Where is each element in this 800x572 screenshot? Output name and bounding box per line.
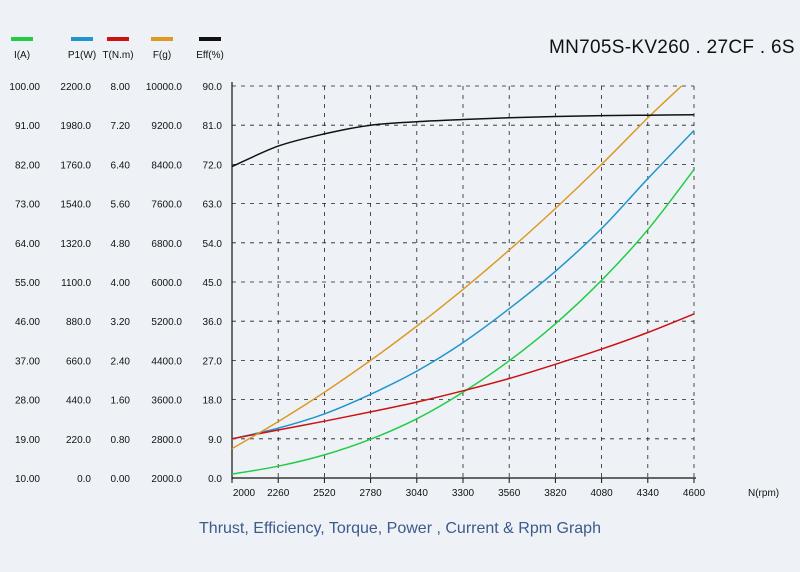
y-tick-label: 1760.0 xyxy=(60,160,91,171)
y-tick-label: 28.00 xyxy=(15,396,40,407)
y-tick-label: 4.00 xyxy=(111,278,131,289)
y-tick-label: 18.0 xyxy=(203,396,223,407)
chart-title: MN705S-KV260 . 27CF . 6S xyxy=(549,37,795,58)
grid xyxy=(232,85,695,478)
x-tick-label: 4600 xyxy=(683,488,706,499)
y-tick-label: 81.0 xyxy=(203,121,223,132)
y-tick-label: 660.0 xyxy=(66,356,91,367)
series-line xyxy=(231,169,695,475)
legend-swatch xyxy=(107,37,129,41)
y-tick-label: 6000.0 xyxy=(151,278,182,289)
y-tick-label: 37.00 xyxy=(15,356,40,367)
y-tick-label: 54.0 xyxy=(203,239,223,250)
y-tick-label: 4400.0 xyxy=(151,356,182,367)
y-tick-label: 10.00 xyxy=(15,474,40,485)
x-tick-label: 3300 xyxy=(452,488,475,499)
x-tick-label: 4340 xyxy=(637,488,660,499)
y-tick-label: 19.00 xyxy=(15,435,40,446)
legend-swatch xyxy=(199,37,221,41)
y-tick-label: 90.0 xyxy=(203,82,223,93)
y-tick-label: 9.0 xyxy=(208,435,222,446)
series-lines xyxy=(231,85,695,475)
y-tick-label: 4.80 xyxy=(111,239,131,250)
chart-caption: Thrust, Efficiency, Torque, Power , Curr… xyxy=(199,520,601,537)
y-tick-label: 1320.0 xyxy=(60,239,91,250)
y-tick-label: 0.0 xyxy=(77,474,91,485)
y-tick-label: 220.0 xyxy=(66,435,91,446)
legend-label: Eff(%) xyxy=(196,50,224,61)
x-tick-label: 4080 xyxy=(590,488,613,499)
series-line xyxy=(231,313,695,440)
y-tick-label: 82.00 xyxy=(15,160,40,171)
axes xyxy=(231,82,696,483)
y-tick-label: 2800.0 xyxy=(151,435,182,446)
legend-swatch xyxy=(11,37,33,41)
x-tick-label: 3560 xyxy=(498,488,521,499)
y-tick-label: 8.00 xyxy=(111,82,131,93)
y-tick-label: 0.80 xyxy=(111,435,131,446)
y-tick-label: 36.0 xyxy=(203,317,223,328)
y-tick-label: 0.00 xyxy=(111,474,131,485)
y-tick-label: 63.0 xyxy=(203,200,223,211)
y-tick-label: 3.20 xyxy=(111,317,131,328)
legend-label: T(N.m) xyxy=(102,50,133,61)
y-tick-label: 10000.0 xyxy=(146,82,183,93)
x-axis-label: N(rpm) xyxy=(748,488,779,499)
y-tick-label: 5.60 xyxy=(111,200,131,211)
x-tick-label: 2520 xyxy=(313,488,336,499)
y-tick-label: 100.00 xyxy=(9,82,40,93)
x-tick-label: 3040 xyxy=(406,488,429,499)
legend-label: F(g) xyxy=(153,50,171,61)
y-tick-label: 3600.0 xyxy=(151,396,182,407)
y-tick-label: 55.00 xyxy=(15,278,40,289)
y-tick-label: 7.20 xyxy=(111,121,131,132)
y-tick-labels: 100.00 91.00 82.00 73.00 64.00 55.00 46.00 37.0… xyxy=(9,82,222,485)
y-tick-label: 1100.0 xyxy=(61,278,91,289)
y-tick-label: 2000.0 xyxy=(151,474,182,485)
series-line xyxy=(231,85,683,450)
legend-label: P1(W) xyxy=(68,50,96,61)
legend-label: I(A) xyxy=(14,50,30,61)
legend: I(A) P1(W) T(N.m) F(g) Eff(%) xyxy=(11,37,224,61)
y-tick-label: 2.40 xyxy=(111,356,131,367)
y-tick-label: 7600.0 xyxy=(151,200,182,211)
y-tick-label: 27.0 xyxy=(203,356,223,367)
x-tick-label: 2780 xyxy=(359,488,382,499)
y-tick-label: 72.0 xyxy=(203,160,223,171)
y-tick-label: 880.0 xyxy=(66,317,91,328)
y-tick-label: 440.0 xyxy=(66,396,91,407)
legend-swatch xyxy=(71,37,93,41)
y-tick-label: 0.0 xyxy=(208,474,222,485)
x-tick-label: 2260 xyxy=(267,488,290,499)
y-tick-label: 91.00 xyxy=(15,121,40,132)
y-tick-label: 6800.0 xyxy=(151,239,182,250)
y-tick-label: 1540.0 xyxy=(60,200,91,211)
y-tick-label: 5200.0 xyxy=(151,317,182,328)
y-tick-label: 6.40 xyxy=(111,160,131,171)
x-tick-label: 2000 xyxy=(233,488,256,499)
x-tick-labels: 2000 2260 2520 2780 3040 3300 3560 3820 4080 4340… xyxy=(233,488,706,499)
y-tick-label: 73.00 xyxy=(15,200,40,211)
y-tick-label: 9200.0 xyxy=(151,121,182,132)
y-tick-label: 2200.0 xyxy=(60,82,91,93)
y-tick-label: 8400.0 xyxy=(151,160,182,171)
series-line xyxy=(231,113,695,168)
y-tick-label: 1.60 xyxy=(111,396,131,407)
y-tick-label: 1980.0 xyxy=(60,121,91,132)
y-tick-label: 45.0 xyxy=(203,278,223,289)
legend-swatch xyxy=(151,37,173,41)
y-tick-label: 46.00 xyxy=(15,317,40,328)
series-line xyxy=(231,129,695,440)
y-tick-label: 64.00 xyxy=(15,239,40,250)
x-tick-label: 3820 xyxy=(544,488,567,499)
